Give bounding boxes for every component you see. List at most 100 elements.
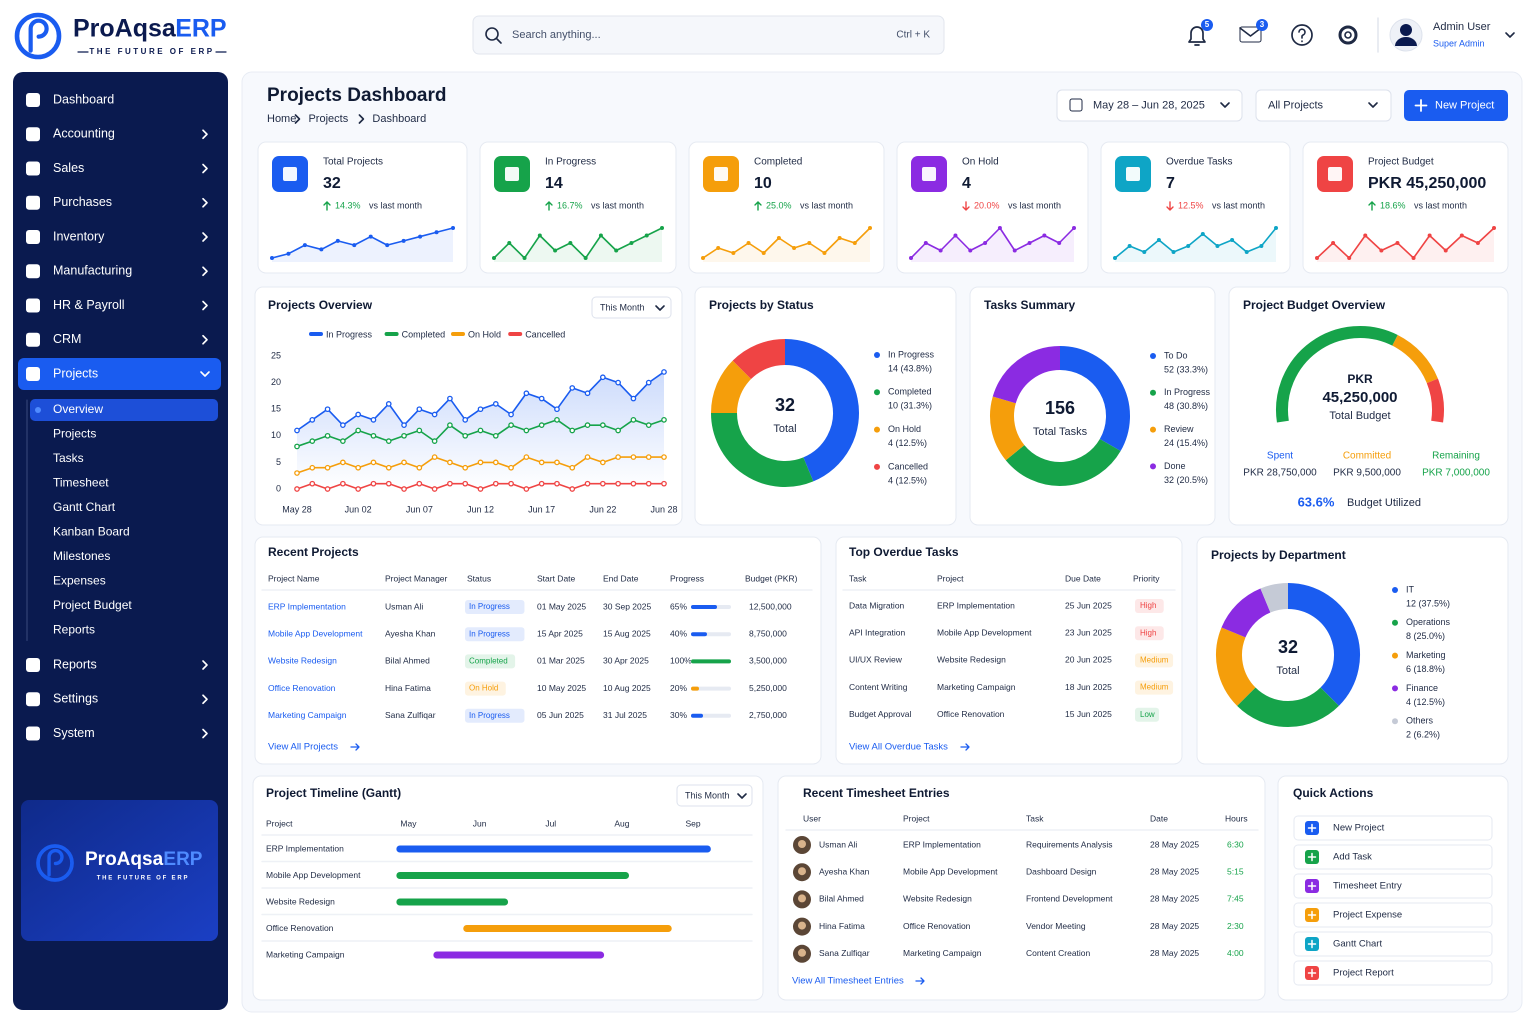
priority-pill — [1135, 707, 1160, 722]
sparkline-point — [660, 226, 664, 230]
menu-item[interactable]: Inventory — [53, 229, 105, 243]
brand-name: ProAqsa — [73, 15, 177, 43]
project-link[interactable]: Office Renovation — [268, 683, 336, 693]
sparkline-point — [1171, 250, 1176, 254]
period-dropdown[interactable] — [676, 784, 753, 807]
search-box[interactable] — [472, 15, 945, 55]
series-point — [294, 427, 300, 434]
notification-count: 5 — [1205, 20, 1210, 29]
quick-action[interactable] — [1293, 902, 1493, 928]
legend-dot — [874, 463, 880, 470]
kpi-value: 14 — [545, 175, 563, 192]
quick-action-label[interactable]: New Project — [1333, 823, 1385, 834]
quick-action[interactable] — [1293, 960, 1493, 986]
bell-icon[interactable] — [1188, 26, 1206, 46]
series-point — [599, 422, 606, 429]
gantt-row-label: ERP Implementation — [266, 843, 344, 853]
quick-action-label[interactable]: Gantt Chart — [1333, 939, 1382, 950]
menu-item[interactable]: Projects — [53, 366, 98, 380]
logo-mark — [47, 848, 64, 877]
gantt-bar — [396, 872, 630, 879]
new-project-button[interactable] — [1404, 90, 1508, 121]
donut-total: 156 — [1045, 398, 1075, 418]
quick-action-label[interactable]: Project Expense — [1333, 910, 1402, 921]
progress-label: 65% — [670, 601, 687, 611]
submenu-item[interactable]: Tasks — [53, 451, 84, 465]
menu-item[interactable]: Purchases — [53, 195, 112, 209]
legend-label: IT — [1406, 584, 1415, 594]
submenu-item[interactable]: Projects — [53, 427, 96, 441]
sparkline-point — [629, 241, 634, 245]
menu-item[interactable]: Settings — [53, 692, 98, 706]
series-point — [416, 427, 423, 434]
view-all-link[interactable]: View All Projects — [268, 742, 338, 753]
series-point — [324, 432, 331, 439]
quick-action-label[interactable]: Project Report — [1333, 968, 1394, 979]
submenu-item[interactable]: Expenses — [53, 574, 106, 588]
series-point — [630, 480, 637, 487]
chevron — [1220, 102, 1230, 108]
sparkline-point — [807, 241, 812, 245]
project-link[interactable]: Website Redesign — [268, 656, 337, 666]
menu-item[interactable]: Accounting — [53, 127, 115, 141]
priority: Medium — [1140, 683, 1169, 692]
breadcrumb[interactable]: Projects — [308, 113, 348, 125]
submenu-item[interactable]: Kanban Board — [53, 525, 130, 539]
user: Usman Ali — [819, 839, 857, 849]
series-point — [584, 390, 591, 397]
project-link[interactable]: Marketing Campaign — [268, 710, 347, 720]
legend-label: Cancelled — [888, 461, 928, 471]
view-all-link[interactable]: View All Overdue Tasks — [849, 742, 948, 753]
table-title: Top Overdue Tasks — [849, 545, 959, 559]
quick-action[interactable] — [1293, 931, 1493, 957]
menu-item[interactable]: Reports — [53, 657, 97, 671]
quick-action-label[interactable]: Add Task — [1333, 852, 1372, 863]
legend-dot — [1392, 587, 1398, 593]
date-picker[interactable] — [1056, 89, 1243, 122]
menu-item[interactable]: Dashboard — [53, 92, 114, 106]
submenu-item[interactable]: Milestones — [53, 549, 110, 563]
series-point — [401, 432, 407, 439]
quick-action[interactable] — [1293, 873, 1493, 899]
menu-item[interactable]: Sales — [53, 161, 84, 175]
menu-icon — [26, 692, 40, 707]
submenu-item[interactable]: Gantt Chart — [53, 500, 116, 514]
submenu-item[interactable]: Timesheet — [53, 476, 109, 490]
series-point — [661, 454, 667, 460]
sparkline-point — [1244, 250, 1249, 254]
project-link[interactable]: Mobile App Development — [268, 628, 363, 638]
menu-icon — [26, 332, 40, 347]
submenu-item[interactable]: Overview — [53, 402, 103, 416]
project-filter[interactable] — [1255, 89, 1392, 122]
menu-item[interactable]: Manufacturing — [53, 264, 132, 278]
submenu-item[interactable]: Project Budget — [53, 598, 132, 612]
series-point — [615, 427, 621, 434]
kpi-arrow — [1166, 201, 1174, 211]
quick-action[interactable] — [1293, 815, 1493, 841]
quick-action[interactable] — [1293, 844, 1493, 870]
gantt-row-label: Marketing Campaign — [266, 949, 345, 959]
project-link[interactable]: ERP Implementation — [268, 601, 346, 611]
kpi-glyph — [505, 167, 519, 181]
menu-active — [18, 358, 221, 390]
quick-action-label[interactable]: Timesheet Entry — [1333, 881, 1402, 892]
sparkline-point — [761, 251, 766, 255]
series-point — [309, 464, 316, 471]
menu-item[interactable]: HR & Payroll — [53, 298, 125, 312]
sparkline-point — [352, 243, 357, 248]
view-all-link[interactable]: View All Timesheet Entries — [792, 976, 904, 987]
series-point — [538, 480, 545, 487]
legend-dot — [874, 389, 880, 396]
progress-bar — [691, 686, 699, 691]
menu-item[interactable]: System — [53, 726, 95, 740]
submenu-item[interactable]: Reports — [53, 623, 95, 637]
mail-icon — [1239, 27, 1262, 37]
series-point — [554, 416, 560, 423]
period-dropdown[interactable] — [591, 296, 672, 319]
breadcrumb[interactable]: Home — [267, 113, 296, 125]
menu-item[interactable]: CRM — [53, 332, 81, 346]
legend-label: Operations — [1406, 617, 1451, 627]
mail-icon[interactable] — [1239, 26, 1262, 43]
card — [777, 775, 1266, 1001]
